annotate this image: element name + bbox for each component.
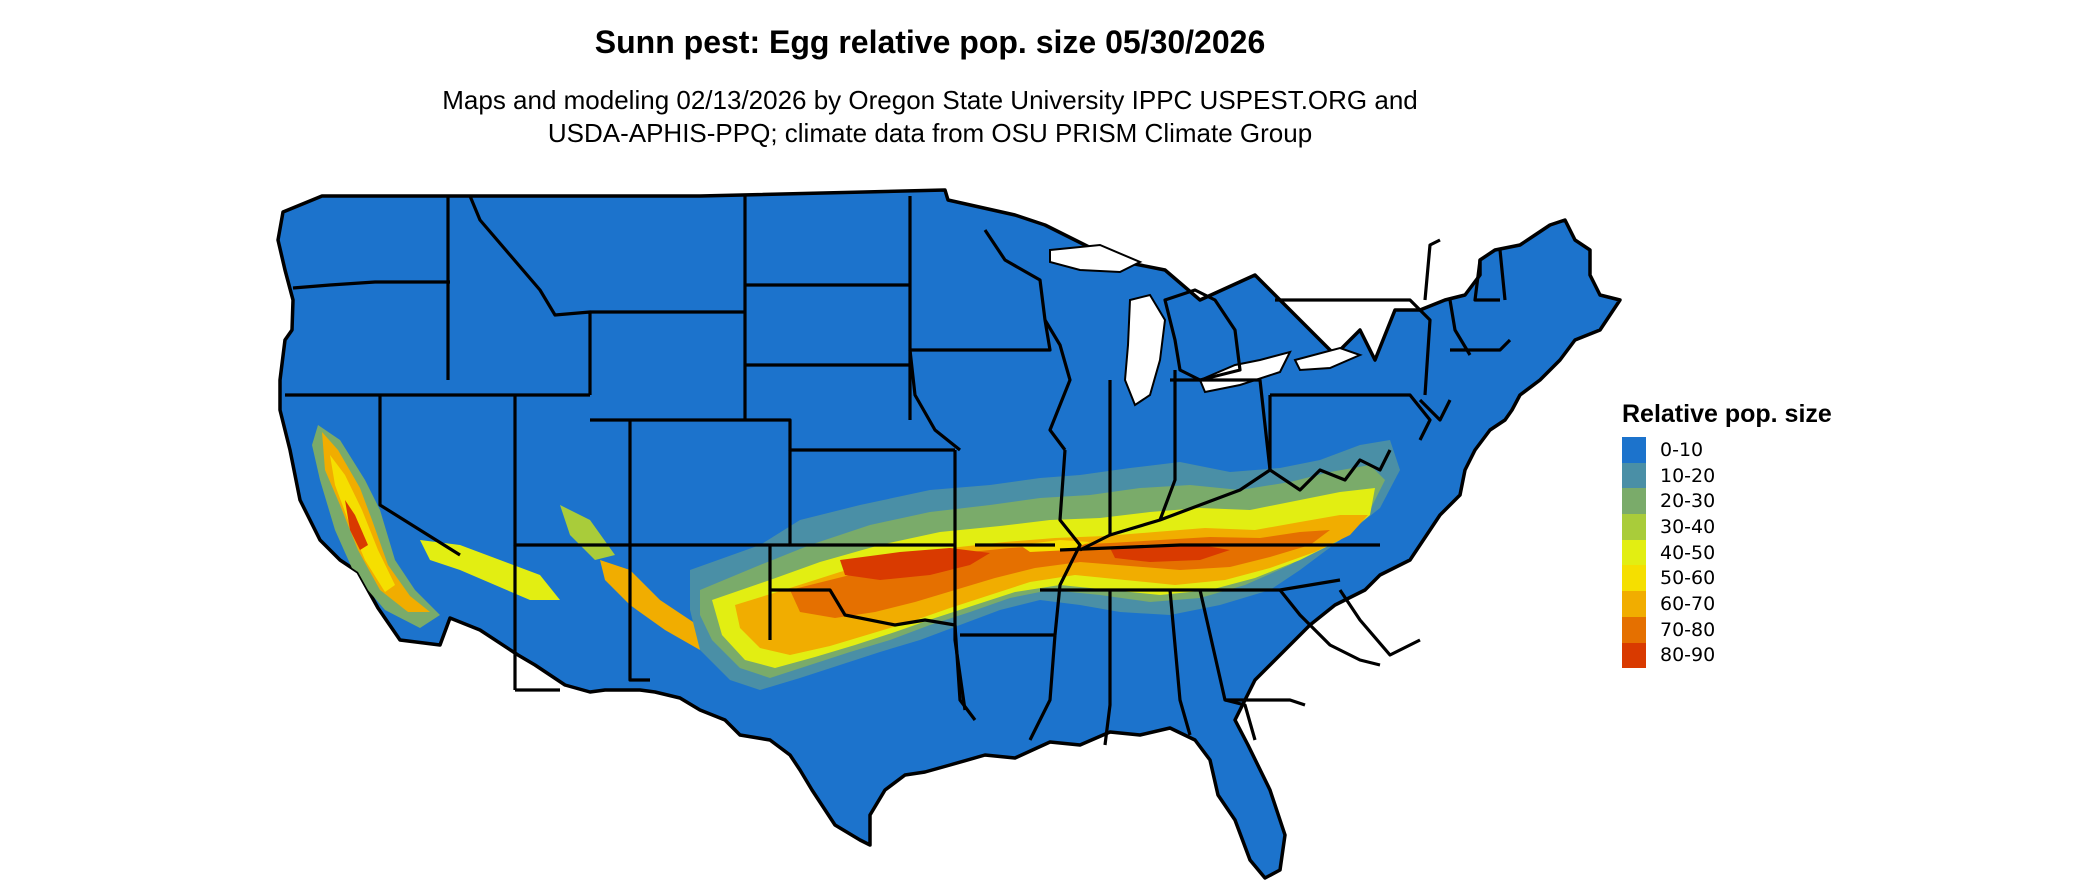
subtitle-line-1: Maps and modeling 02/13/2026 by Oregon S… [442, 85, 1418, 115]
legend-swatch [1622, 539, 1646, 566]
legend-swatch [1622, 488, 1646, 515]
legend-item: 30-40 [1622, 514, 1832, 540]
legend-label: 0-10 [1660, 438, 1704, 461]
legend-label: 80-90 [1660, 644, 1716, 667]
legend-swatch [1622, 616, 1646, 643]
legend-items: 0-10 10-20 20-30 30-40 40-50 50-60 60-70 [1622, 437, 1832, 669]
band-main-80-90 [840, 548, 990, 580]
legend: Relative pop. size 0-10 10-20 20-30 30-4… [1622, 400, 1832, 669]
legend-item: 70-80 [1622, 616, 1832, 643]
legend-label: 20-30 [1660, 490, 1716, 513]
legend-item: 40-50 [1622, 539, 1832, 566]
legend-label: 30-40 [1660, 515, 1716, 538]
band-california-60-70 [322, 432, 430, 612]
legend-swatch [1622, 642, 1646, 669]
legend-item: 20-30 [1622, 488, 1832, 515]
band-southwest-west [420, 540, 560, 600]
legend-swatch [1622, 514, 1646, 540]
legend-item: 0-10 [1622, 437, 1832, 463]
band-main-80-90-east [1110, 545, 1230, 562]
legend-item: 80-90 [1622, 642, 1832, 669]
subtitle-line-2: USDA-APHIS-PPQ; climate data from OSU PR… [547, 118, 1313, 148]
legend-label: 50-60 [1660, 567, 1716, 590]
band-california-50-60 [330, 455, 395, 592]
legend-item: 10-20 [1622, 462, 1832, 489]
legend-label: 70-80 [1660, 618, 1716, 641]
legend-swatch [1622, 462, 1646, 489]
legend-swatch [1622, 591, 1646, 617]
legend-label: 10-20 [1660, 464, 1716, 487]
map-subtitle: Maps and modeling 02/13/2026 by Oregon S… [0, 84, 1860, 150]
legend-item: 50-60 [1622, 565, 1832, 592]
state-borders [285, 195, 1512, 746]
legend-item: 60-70 [1622, 591, 1832, 617]
legend-swatch [1622, 565, 1646, 592]
legend-label: 40-50 [1660, 541, 1716, 564]
legend-label: 60-70 [1660, 592, 1716, 615]
band-california-80-90 [345, 500, 368, 550]
legend-swatch [1622, 437, 1646, 463]
great-lakes [1049, 243, 1363, 407]
legend-title: Relative pop. size [1622, 400, 1832, 428]
map-title: Sunn pest: Egg relative pop. size 05/30/… [594, 24, 1266, 60]
